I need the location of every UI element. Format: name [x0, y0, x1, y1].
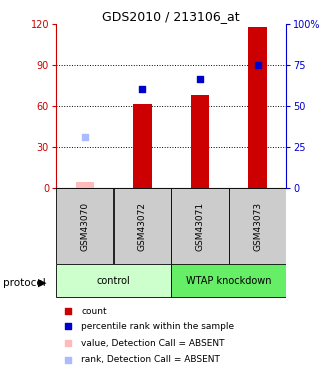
- Text: GSM43070: GSM43070: [80, 201, 89, 250]
- Text: percentile rank within the sample: percentile rank within the sample: [81, 322, 235, 331]
- Text: WTAP knockdown: WTAP knockdown: [186, 276, 272, 286]
- Bar: [172, 189, 228, 264]
- Point: [82, 134, 87, 140]
- Bar: [56, 264, 171, 297]
- Text: GSM43072: GSM43072: [138, 202, 147, 250]
- Bar: [114, 189, 171, 264]
- Text: GSM43071: GSM43071: [196, 201, 204, 250]
- Title: GDS2010 / 213106_at: GDS2010 / 213106_at: [102, 10, 240, 23]
- Bar: [133, 104, 152, 189]
- Point: [140, 86, 145, 92]
- Text: ▶: ▶: [38, 278, 46, 288]
- Text: GSM43073: GSM43073: [253, 201, 262, 250]
- Bar: [248, 27, 267, 189]
- Bar: [229, 189, 286, 264]
- Point: [65, 308, 70, 314]
- Text: control: control: [97, 276, 131, 286]
- Bar: [56, 189, 113, 264]
- Text: protocol: protocol: [3, 278, 46, 288]
- Point: [65, 357, 70, 363]
- Point: [255, 62, 260, 68]
- Point: [197, 76, 203, 82]
- Text: rank, Detection Call = ABSENT: rank, Detection Call = ABSENT: [81, 356, 220, 364]
- Bar: [76, 182, 94, 189]
- Bar: [172, 264, 286, 297]
- Text: value, Detection Call = ABSENT: value, Detection Call = ABSENT: [81, 339, 225, 348]
- Point: [65, 323, 70, 329]
- Point: [65, 340, 70, 346]
- Bar: [191, 96, 209, 189]
- Text: count: count: [81, 307, 107, 316]
